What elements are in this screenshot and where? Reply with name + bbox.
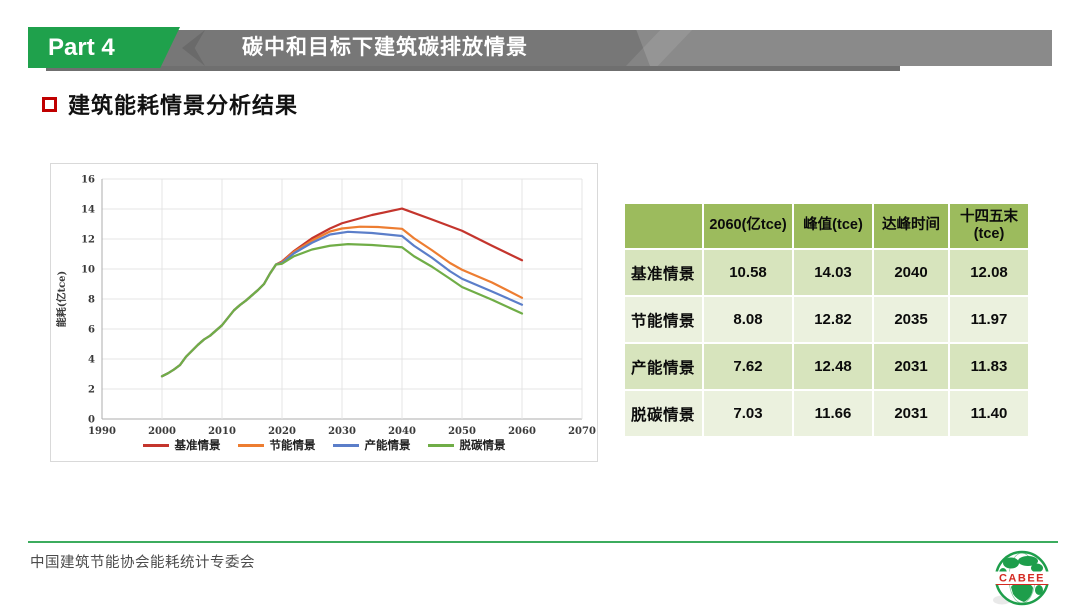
banner-title: 碳中和目标下建筑碳排放情景 xyxy=(242,36,528,59)
value-cell: 12.48 xyxy=(792,342,874,391)
y-axis-title: 能耗(亿tce) xyxy=(55,271,68,328)
table-header-cell: 达峰时间 xyxy=(872,202,950,250)
table-header-row: 2060(亿tce) 峰值(tce) 达峰时间 十四五末 (tce) xyxy=(623,202,1030,250)
table-header-cell: 十四五末 (tce) xyxy=(948,202,1030,250)
chart-series-lines xyxy=(160,207,524,378)
value-cell: 8.08 xyxy=(702,295,794,344)
value-cell: 14.03 xyxy=(792,248,874,297)
legend-label: 基准情景 xyxy=(174,438,221,452)
legend-swatch xyxy=(142,443,169,447)
series-line-3 xyxy=(160,242,524,378)
red-square-bullet-icon xyxy=(42,96,57,112)
table-row: 产能情景 7.62 12.48 2031 11.83 xyxy=(623,342,1030,391)
table-header-cell: 2060(亿tce) xyxy=(702,202,794,250)
footer-text: 中国建筑节能协会能耗统计专委会 xyxy=(30,555,255,571)
table-header-cell xyxy=(623,202,704,250)
x-tick-label: 2060 xyxy=(508,426,536,437)
legend-label: 脱碳情景 xyxy=(459,438,506,452)
table-row: 节能情景 8.08 12.82 2035 11.97 xyxy=(623,295,1030,344)
value-cell: 2040 xyxy=(872,248,950,297)
section-banner: 碳中和目标下建筑碳排放情景 xyxy=(28,30,1052,66)
part-label: Part 4 xyxy=(48,33,115,61)
cabee-logo: CABEE xyxy=(993,550,1050,606)
legend-item: 节能情景 xyxy=(237,437,316,453)
x-tick-label: 2040 xyxy=(388,426,416,437)
x-tick-label: 2030 xyxy=(328,426,356,437)
value-cell: 7.03 xyxy=(702,389,794,438)
y-tick-label: 10 xyxy=(81,265,95,276)
legend-swatch xyxy=(427,443,454,447)
y-tick-label: 0 xyxy=(88,415,95,426)
x-tick-label: 1990 xyxy=(88,426,116,437)
y-tick-label: 8 xyxy=(88,295,95,306)
section-heading: 建筑能耗情景分析结果 xyxy=(42,88,298,120)
y-tick-label: 6 xyxy=(88,325,95,336)
chart-gridlines xyxy=(101,178,583,420)
table-row: 脱碳情景 7.03 11.66 2031 11.40 xyxy=(623,389,1030,438)
legend-swatch xyxy=(332,443,359,447)
section-title: 建筑能耗情景分析结果 xyxy=(68,93,299,119)
x-tick-label: 2010 xyxy=(208,426,236,437)
table-header-cell: 峰值(tce) xyxy=(792,202,874,250)
legend-label: 节能情景 xyxy=(269,438,316,452)
value-cell: 2031 xyxy=(872,342,950,391)
table-row: 基准情景 10.58 14.03 2040 12.08 xyxy=(623,248,1030,297)
legend-item: 基准情景 xyxy=(142,437,221,453)
y-tick-label: 16 xyxy=(81,175,95,186)
row-label-cell: 节能情景 xyxy=(623,295,704,344)
row-label-cell: 基准情景 xyxy=(623,248,704,297)
value-cell: 11.97 xyxy=(948,295,1030,344)
value-cell: 11.40 xyxy=(948,389,1030,438)
x-tick-label: 2000 xyxy=(148,426,176,437)
value-cell: 10.58 xyxy=(702,248,794,297)
logo-text: CABEE xyxy=(999,573,1045,585)
legend-item: 产能情景 xyxy=(332,437,411,453)
legend-label: 产能情景 xyxy=(364,438,411,452)
y-tick-label: 12 xyxy=(81,235,95,246)
value-cell: 11.83 xyxy=(948,342,1030,391)
x-tick-label: 2050 xyxy=(448,426,476,437)
value-cell: 11.66 xyxy=(792,389,874,438)
legend-swatch xyxy=(237,443,264,447)
value-cell: 12.82 xyxy=(792,295,874,344)
chart-tick-labels: 0 2 4 6 8 10 12 14 16 1990 2000 2010 2020 2030 2040 205… xyxy=(81,175,596,438)
scenario-summary-table: 2060(亿tce) 峰值(tce) 达峰时间 十四五末 (tce) 基准情景 1… xyxy=(623,202,1030,438)
part-label-box: Part 4 xyxy=(28,27,180,68)
value-cell: 2035 xyxy=(872,295,950,344)
y-tick-label: 14 xyxy=(81,205,95,216)
chart-plot-area: 0 2 4 6 8 10 12 14 16 1990 2000 2010 2020 2030 2040 205… xyxy=(55,175,596,438)
y-tick-label: 2 xyxy=(88,385,95,396)
row-label-cell: 产能情景 xyxy=(623,342,704,391)
value-cell: 2031 xyxy=(872,389,950,438)
banner-shadow-decoration xyxy=(46,66,900,71)
chart-legend: 基准情景 节能情景 产能情景 脱碳情景 xyxy=(51,437,597,453)
legend-item: 脱碳情景 xyxy=(427,437,506,453)
x-tick-label: 2020 xyxy=(268,426,296,437)
row-label-cell: 脱碳情景 xyxy=(623,389,704,438)
footer-divider xyxy=(28,541,1058,543)
y-tick-label: 4 xyxy=(88,355,95,366)
energy-scenario-chart: 0 2 4 6 8 10 12 14 16 1990 2000 2010 2020 2030 2040 205… xyxy=(50,163,598,462)
value-cell: 12.08 xyxy=(948,248,1030,297)
x-tick-label: 2070 xyxy=(568,426,596,437)
logo-band xyxy=(994,571,1050,584)
value-cell: 7.62 xyxy=(702,342,794,391)
